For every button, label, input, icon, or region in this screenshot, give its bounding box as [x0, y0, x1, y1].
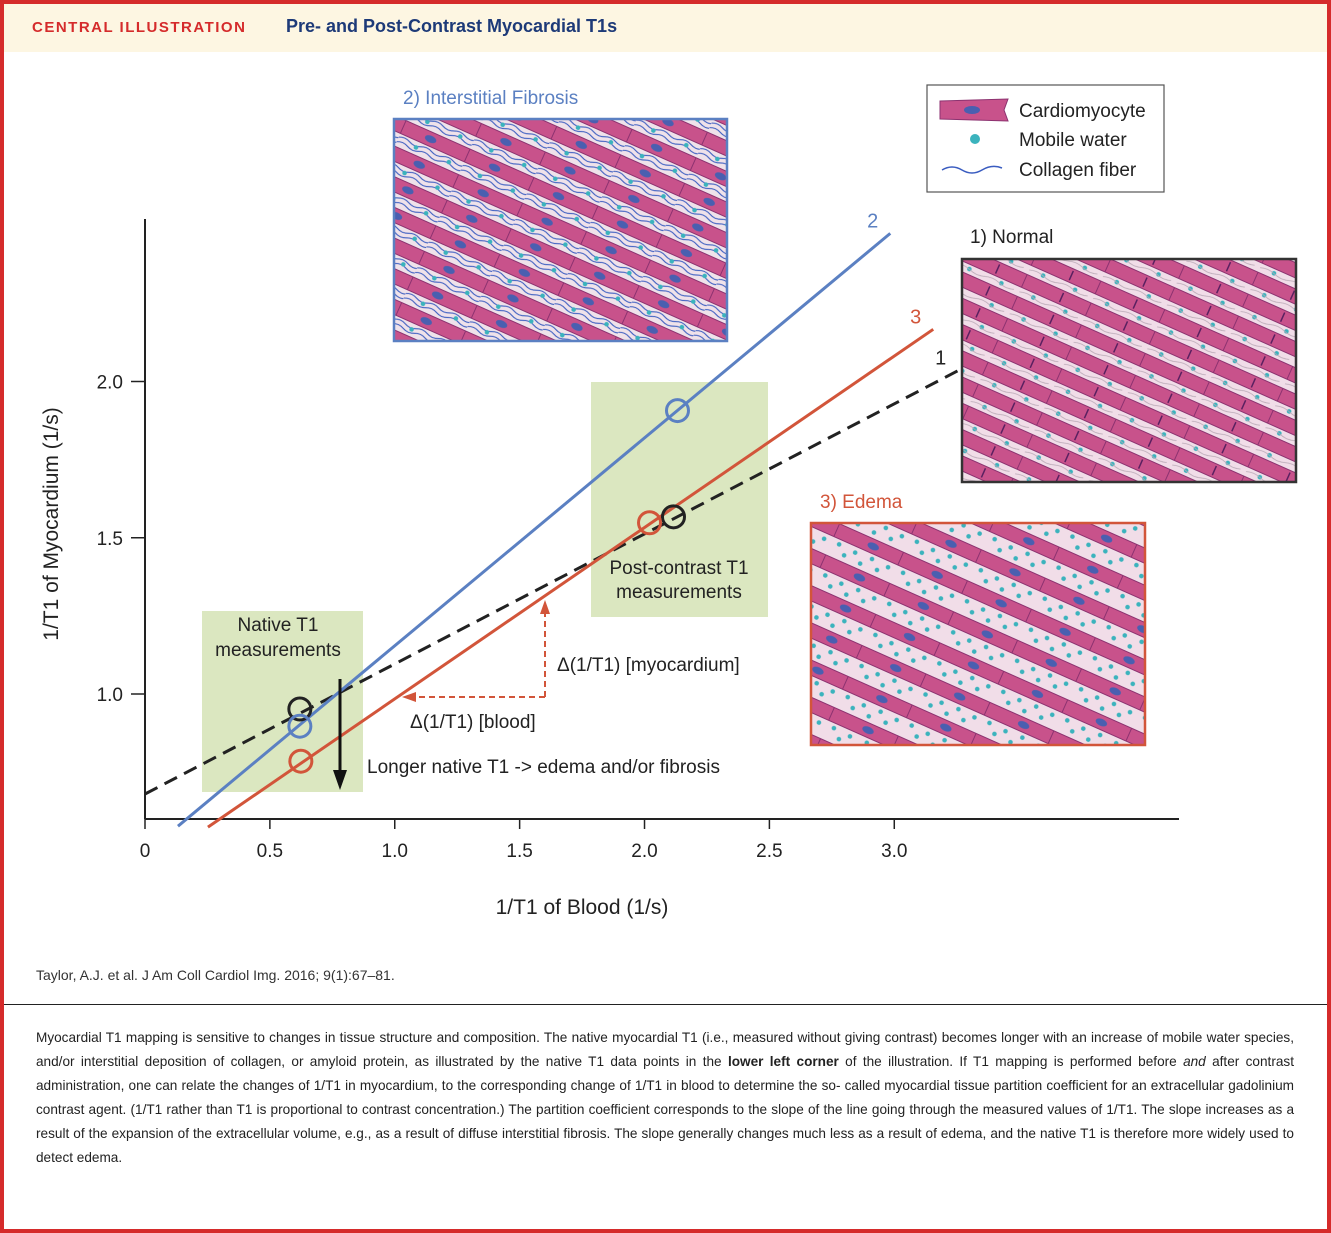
measurement-point [288, 748, 314, 774]
y-tick-label: 1.5 [97, 529, 123, 550]
legend-label: Mobile water [1019, 130, 1127, 151]
caption: Myocardial T1 mapping is sensitive to ch… [36, 1026, 1294, 1170]
caption-text: after contrast administration, one can r… [36, 1054, 1294, 1165]
series-label: 1 [935, 348, 946, 370]
annotation: Δ(1/T1) [myocardium] [557, 655, 740, 676]
x-tick-label: 0 [140, 841, 151, 862]
measurement-point [637, 510, 663, 536]
legend-icon [941, 165, 1003, 174]
measurement-point [287, 696, 313, 722]
legend-icon [964, 106, 980, 114]
x-tick-label: 1.5 [506, 841, 532, 862]
y-axis-title: 1/T1 of Myocardium (1/s) [40, 407, 63, 640]
annotation: Δ(1/T1) [blood] [410, 712, 536, 733]
measurement-region [202, 611, 363, 792]
measurement-point [660, 504, 686, 530]
x-tick-label: 1.0 [382, 841, 408, 862]
series-label: 2 [867, 210, 878, 232]
series-line [207, 328, 935, 829]
chart: 2) Interstitial Fibrosis 1) Normal 3) Ed… [40, 84, 1298, 919]
divider [4, 1004, 1327, 1005]
legend-icon [970, 134, 980, 144]
measurement-point [287, 713, 313, 739]
series-line [177, 232, 892, 828]
region-label: Native T1 [238, 615, 319, 636]
inset-label: 3) Edema [820, 492, 903, 513]
arrow [416, 612, 546, 698]
insets: 2) Interstitial Fibrosis 1) Normal 3) Ed… [392, 88, 1298, 747]
x-axis-title: 1/T1 of Blood (1/s) [496, 896, 669, 919]
caption-text: of the illustration. If T1 mapping is pe… [838, 1054, 1184, 1069]
annotation: Longer native T1 -> edema and/or fibrosi… [367, 757, 720, 778]
header-label: CENTRAL ILLUSTRATION [32, 19, 247, 36]
x-tick-label: 2.5 [756, 841, 782, 862]
header: CENTRAL ILLUSTRATION Pre- and Post-Contr… [4, 4, 1327, 52]
arrow-head [333, 770, 347, 790]
region-label: measurements [616, 582, 742, 603]
arrow-head [402, 692, 416, 702]
inset-label: 2) Interstitial Fibrosis [403, 88, 578, 109]
region-label: measurements [215, 640, 341, 661]
inset-label: 1) Normal [970, 227, 1053, 248]
x-tick-label: 0.5 [257, 841, 283, 862]
caption-text: Myocardial T1 mapping is sensitive to ch… [36, 1030, 1294, 1069]
legend-label: Cardiomyocyte [1019, 101, 1146, 122]
y-tick-label: 2.0 [97, 373, 123, 394]
caption-italic: and [1183, 1054, 1206, 1069]
x-tick-label: 3.0 [881, 841, 907, 862]
arrow-head [540, 600, 550, 614]
edema-illustration [809, 521, 1147, 747]
series-label: 3 [910, 306, 921, 328]
legend: Cardiomyocyte Mobile water Collagen fibe… [926, 84, 1165, 193]
citation: Taylor, A.J. et al. J Am Coll Cardiol Im… [36, 967, 395, 983]
header-title: Pre- and Post-Contrast Myocardial T1s [286, 16, 618, 36]
measurement-point [664, 398, 690, 424]
normal-illustration [960, 257, 1298, 484]
x-tick-label: 2.0 [631, 841, 657, 862]
legend-label: Collagen fiber [1019, 160, 1137, 181]
y-tick-label: 1.0 [97, 685, 123, 706]
fibrosis-illustration [392, 117, 729, 343]
region-label: Post-contrast T1 [609, 558, 748, 579]
caption-bold: lower left corner [727, 1054, 839, 1069]
